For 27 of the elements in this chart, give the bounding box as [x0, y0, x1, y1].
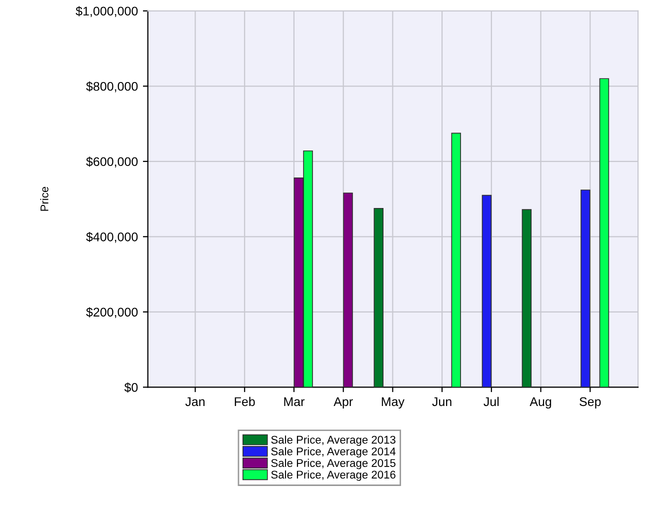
bar	[451, 132, 461, 388]
bar	[580, 190, 590, 388]
x-tick-label: Sep	[580, 397, 601, 409]
x-tick-label: Mar	[284, 397, 305, 406]
bar	[522, 209, 532, 388]
bar	[482, 194, 492, 388]
legend-label: Sale Price, Average 2016	[271, 470, 396, 481]
x-tick-label: May	[382, 397, 404, 409]
legend-label: Sale Price, Average 2015	[271, 458, 396, 470]
y-tick-label: $600,000	[86, 156, 138, 168]
y-tick-label: $0	[124, 382, 138, 393]
bar	[343, 192, 353, 388]
y-tick-label: $200,000	[86, 307, 138, 318]
x-tick-label: Jan	[185, 397, 205, 406]
y-tick-label: $400,000	[86, 232, 138, 243]
y-axis-title: Price	[40, 186, 48, 211]
x-tick-label: Apr	[334, 397, 353, 409]
x-tick-label: Jul	[484, 396, 499, 406]
legend-label: Sale Price, Average 2014	[271, 447, 396, 458]
y-tick-label: $1,000,000	[76, 6, 138, 18]
legend-label: Sale Price, Average 2013	[271, 436, 396, 446]
x-tick-label: Jun	[432, 397, 452, 406]
x-tick-label: Aug	[530, 397, 552, 409]
bar	[374, 208, 384, 388]
y-tick-label: $800,000	[86, 81, 138, 92]
x-tick-label: Feb	[234, 396, 255, 406]
bar	[599, 78, 610, 388]
